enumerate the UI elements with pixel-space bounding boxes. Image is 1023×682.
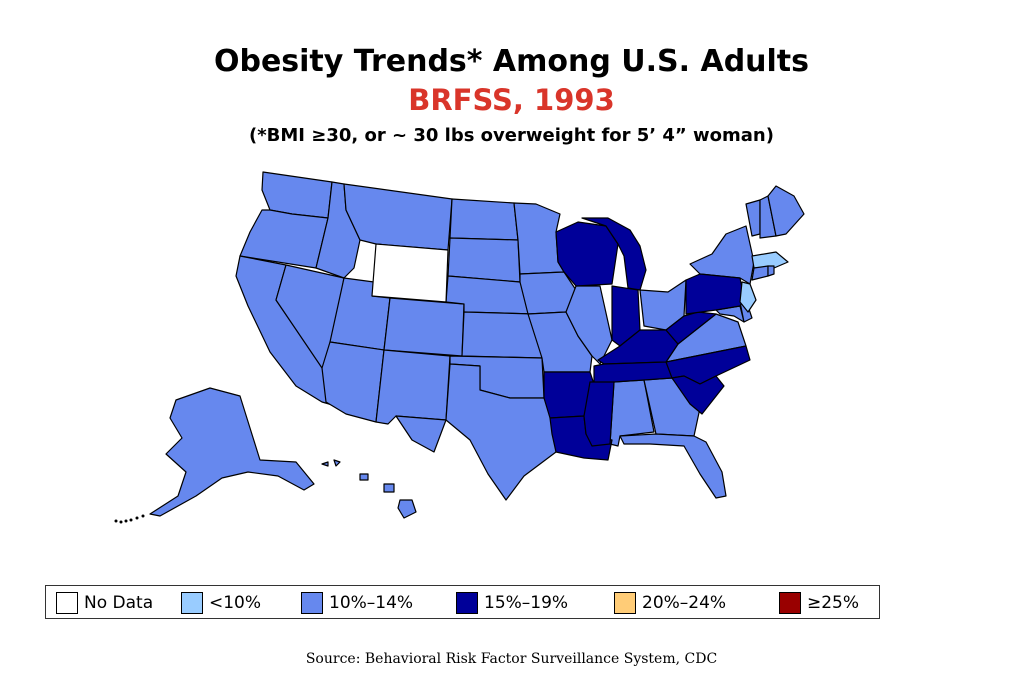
state-maine — [767, 185, 805, 237]
state-west-virginia — [665, 311, 717, 345]
state-south-carolina — [671, 375, 725, 415]
state-montana — [343, 183, 453, 251]
state-illinois — [565, 285, 613, 365]
us-obesity-map — [114, 171, 805, 524]
state-new-mexico — [375, 349, 451, 425]
state-hawaii — [321, 459, 417, 519]
legend-label: 10%–14% — [329, 593, 414, 613]
map-legend: No Data <10% 10%–14% 15%–19% 20%–24% ≥25… — [45, 585, 880, 619]
state-rhode-island — [767, 265, 775, 277]
state-florida — [619, 433, 727, 499]
legend-swatch — [614, 592, 636, 614]
legend-item-10-14: 10%–14% — [301, 592, 413, 614]
legend-item-no-data: No Data — [56, 592, 153, 614]
source-caption: Source: Behavioral Risk Factor Surveilla… — [305, 651, 718, 667]
map-subtitle: BRFSS, 1993 — [408, 83, 615, 117]
state-north-dakota — [449, 198, 519, 241]
legend-swatch — [779, 592, 801, 614]
bmi-note: (*BMI ≥30, or ~ 30 lbs overweight for 5’… — [249, 125, 774, 146]
state-vermont — [745, 199, 761, 237]
map-title: Obesity Trends* Among U.S. Adults — [213, 44, 810, 79]
state-mississippi — [583, 381, 615, 447]
legend-item-15-19: 15%–19% — [456, 592, 568, 614]
state-arizona — [321, 341, 385, 423]
state-connecticut — [751, 265, 769, 281]
legend-swatch — [456, 592, 478, 614]
legend-item-20-24: 20%–24% — [614, 592, 726, 614]
state-wyoming — [371, 243, 449, 303]
legend-label: 20%–24% — [642, 593, 727, 613]
state-south-dakota — [447, 237, 521, 283]
legend-label: <10% — [209, 593, 262, 613]
legend-label: No Data — [84, 593, 154, 613]
legend-swatch — [181, 592, 203, 614]
legend-label: 15%–19% — [484, 593, 569, 613]
state-colorado — [383, 297, 465, 357]
state-wisconsin — [555, 221, 619, 287]
state-michigan — [581, 217, 647, 291]
aleutian-islands — [114, 514, 145, 524]
state-new-jersey — [739, 281, 757, 313]
state-texas — [395, 363, 557, 501]
state-massachusetts — [751, 251, 789, 269]
legend-swatch — [56, 592, 78, 614]
legend-swatch — [301, 592, 323, 614]
legend-item-ge25: ≥25% — [779, 592, 859, 614]
legend-label: ≥25% — [807, 593, 860, 613]
state-alaska — [149, 387, 315, 517]
legend-item-lt10: <10% — [181, 592, 261, 614]
